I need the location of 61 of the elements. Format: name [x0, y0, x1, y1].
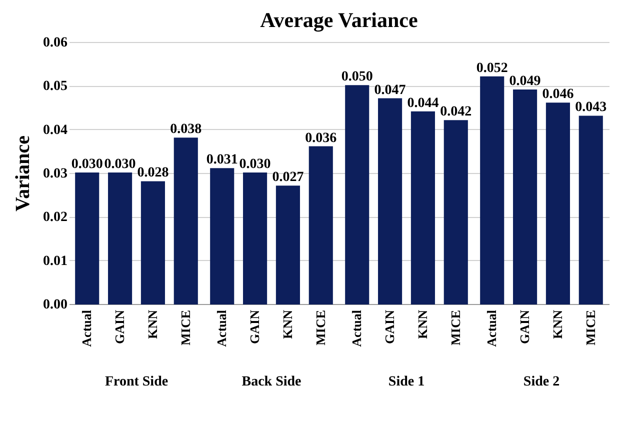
data-label: 0.036 — [305, 130, 337, 146]
data-label: 0.043 — [575, 100, 607, 116]
x-tick-label: Side 1 — [388, 374, 425, 390]
text: KNN — [280, 310, 295, 339]
bar — [513, 90, 538, 304]
text: GAIN — [247, 310, 262, 344]
text: MICE — [582, 310, 598, 346]
text: Actual — [214, 310, 230, 347]
bar — [345, 85, 370, 304]
data-label: 0.038 — [170, 122, 202, 138]
data-label: 0.042 — [440, 104, 472, 120]
data-label: 0.052 — [476, 60, 508, 76]
text: MICE — [312, 310, 328, 346]
bar — [578, 116, 603, 304]
y-axis-title: Variance — [12, 135, 34, 212]
y-tick-label: 0.06 — [43, 36, 68, 50]
x-tick-label: Front Side — [104, 374, 168, 390]
text: Actual — [484, 310, 500, 347]
y-tick-label: 0.02 — [43, 210, 68, 226]
y-tick-label: 0.04 — [43, 122, 68, 138]
data-label: 0.044 — [407, 96, 439, 111]
bar — [174, 138, 198, 304]
bar — [75, 172, 100, 304]
x-tick-label: Side 2 — [523, 374, 560, 390]
chart-title: Average Variance — [260, 8, 418, 32]
bar — [276, 186, 300, 304]
text: Actual — [79, 310, 94, 347]
text: MICE — [178, 310, 193, 346]
data-label: 0.047 — [374, 82, 406, 98]
text: KNN — [550, 310, 565, 339]
data-label: 0.049 — [509, 74, 541, 90]
text: GAIN — [112, 309, 128, 344]
bar — [480, 76, 504, 304]
text: KNN — [144, 309, 160, 339]
data-label: 0.027 — [272, 170, 304, 186]
bar — [546, 102, 570, 304]
bar — [140, 181, 165, 304]
bar — [308, 146, 333, 304]
text: GAIN — [517, 310, 532, 344]
bar — [210, 168, 234, 304]
y-tick-label: 0.01 — [43, 254, 68, 269]
data-label: 0.030 — [71, 157, 103, 172]
y-tick-label: 0.05 — [43, 79, 68, 94]
x-tick-label: Back Side — [242, 374, 302, 390]
data-label: 0.028 — [137, 166, 169, 181]
y-tick-label: 0.03 — [43, 166, 68, 182]
y-tick-label: 0.00 — [43, 298, 68, 312]
bar — [444, 120, 468, 304]
text: Actual — [349, 310, 364, 347]
text: KNN — [414, 310, 430, 339]
data-label: 0.030 — [104, 157, 136, 172]
bar — [410, 111, 435, 304]
data-label: 0.046 — [542, 87, 574, 102]
text: MICE — [448, 310, 463, 346]
data-label: 0.030 — [239, 157, 271, 172]
bar — [378, 98, 402, 304]
data-label: 0.050 — [341, 70, 373, 85]
data-label: 0.031 — [206, 152, 238, 168]
bar — [243, 172, 268, 304]
bar — [108, 172, 132, 304]
text: GAIN — [382, 310, 398, 344]
